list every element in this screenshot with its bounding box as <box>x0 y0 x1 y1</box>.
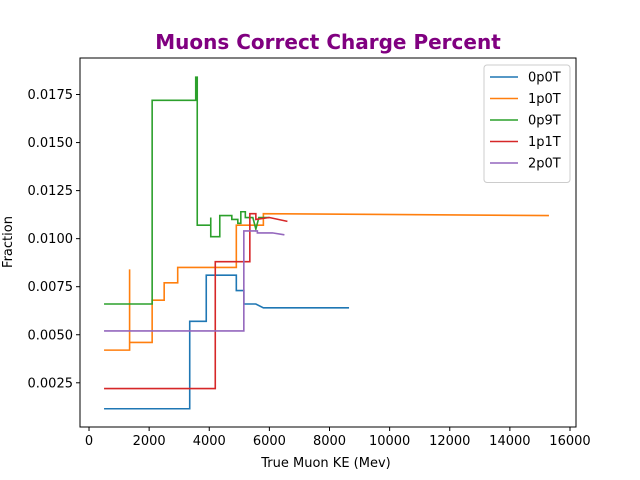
x-tick-label: 2000 <box>133 434 166 449</box>
x-tick-label: 6000 <box>253 434 286 449</box>
plot-area <box>104 76 549 410</box>
series-line-0p9T <box>104 76 270 305</box>
y-axis-label: Fraction <box>1 216 16 268</box>
legend-label-1p1T: 1p1T <box>528 135 561 150</box>
legend-label-2p0T: 2p0T <box>528 157 561 172</box>
legend-label-0p0T: 0p0T <box>528 71 561 86</box>
x-axis: 0 2000 4000 6000 8000 10000 12000 14000 16000 <box>85 427 591 449</box>
series-line-1p1T <box>104 212 288 390</box>
series-line-2p0T <box>104 230 285 332</box>
series-line-0p0T <box>104 274 350 410</box>
x-axis-label: True Muon KE (Mev) <box>260 456 390 471</box>
y-tick-label: 0.0150 <box>28 136 74 151</box>
chart-title: Muons Correct Charge Percent <box>155 30 501 54</box>
y-axis: 0.0025 0.0050 0.0075 0.0100 0.0125 0.0150 0.01… <box>28 88 80 391</box>
x-tick-label: 14000 <box>489 434 530 449</box>
x-tick-label: 16000 <box>549 434 590 449</box>
y-tick-label: 0.0175 <box>28 88 74 103</box>
x-tick-label: 0 <box>85 434 93 449</box>
x-tick-label: 10000 <box>369 434 410 449</box>
legend: 0p0T 1p0T 0p9T 1p1T 2p0T <box>483 64 571 183</box>
y-tick-label: 0.0050 <box>28 328 74 343</box>
y-tick-label: 0.0100 <box>28 232 74 247</box>
x-tick-label: 12000 <box>429 434 470 449</box>
y-tick-label: 0.0025 <box>28 376 74 391</box>
y-tick-label: 0.0075 <box>28 280 74 295</box>
legend-box <box>483 64 571 183</box>
legend-label-1p0T: 1p0T <box>528 92 561 107</box>
x-tick-label: 8000 <box>313 434 346 449</box>
y-tick-label: 0.0125 <box>28 184 74 199</box>
plot-frame <box>79 57 577 428</box>
x-tick-label: 4000 <box>193 434 226 449</box>
legend-label-0p9T: 0p9T <box>528 114 561 129</box>
